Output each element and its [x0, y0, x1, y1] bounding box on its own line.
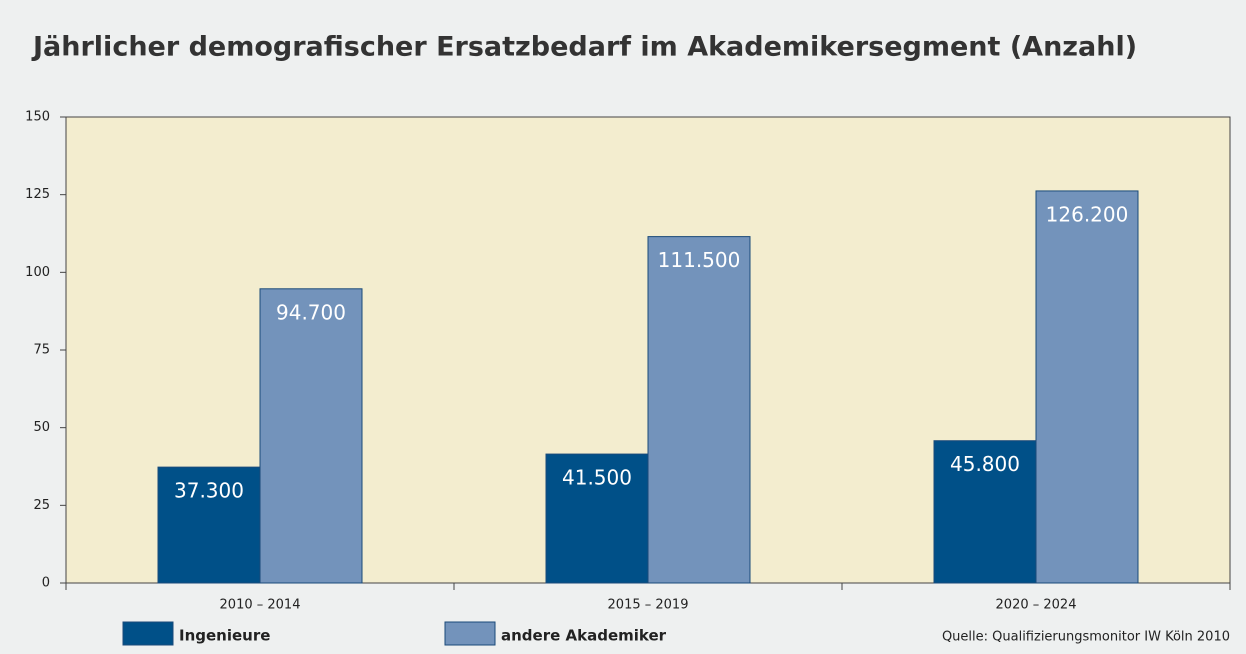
legend-swatch	[122, 621, 174, 646]
y-tick-label: 25	[33, 498, 50, 513]
x-tick-label: 2015 – 2019	[608, 598, 689, 613]
legend-swatch	[444, 621, 496, 646]
legend-label: Ingenieure	[179, 627, 270, 645]
x-tick-label: 2020 – 2024	[996, 598, 1077, 613]
chart-title: Jährlicher demografischer Ersatzbedarf i…	[31, 32, 1137, 63]
y-tick-label: 50	[33, 420, 50, 435]
y-tick-label: 0	[42, 576, 50, 591]
data-label: 37.300	[174, 479, 244, 503]
data-label: 126.200	[1046, 202, 1129, 226]
bar	[933, 440, 1037, 584]
y-tick-label: 150	[25, 110, 50, 125]
bar	[157, 466, 261, 584]
bar	[1035, 190, 1139, 584]
data-label: 111.500	[658, 248, 741, 272]
data-label: 41.500	[562, 466, 632, 490]
y-tick-label: 125	[25, 187, 50, 202]
y-tick-label: 75	[33, 343, 50, 358]
legend-label: andere Akademiker	[501, 627, 667, 645]
y-tick-label: 100	[25, 265, 50, 280]
bar	[259, 288, 363, 584]
data-label: 45.800	[950, 452, 1020, 476]
source: Quelle: Qualifizierungsmonitor IW Köln 2…	[942, 630, 1230, 645]
bar	[545, 453, 649, 584]
bar	[647, 236, 751, 584]
x-tick-label: 2010 – 2014	[220, 598, 301, 613]
data-label: 94.700	[276, 300, 346, 324]
